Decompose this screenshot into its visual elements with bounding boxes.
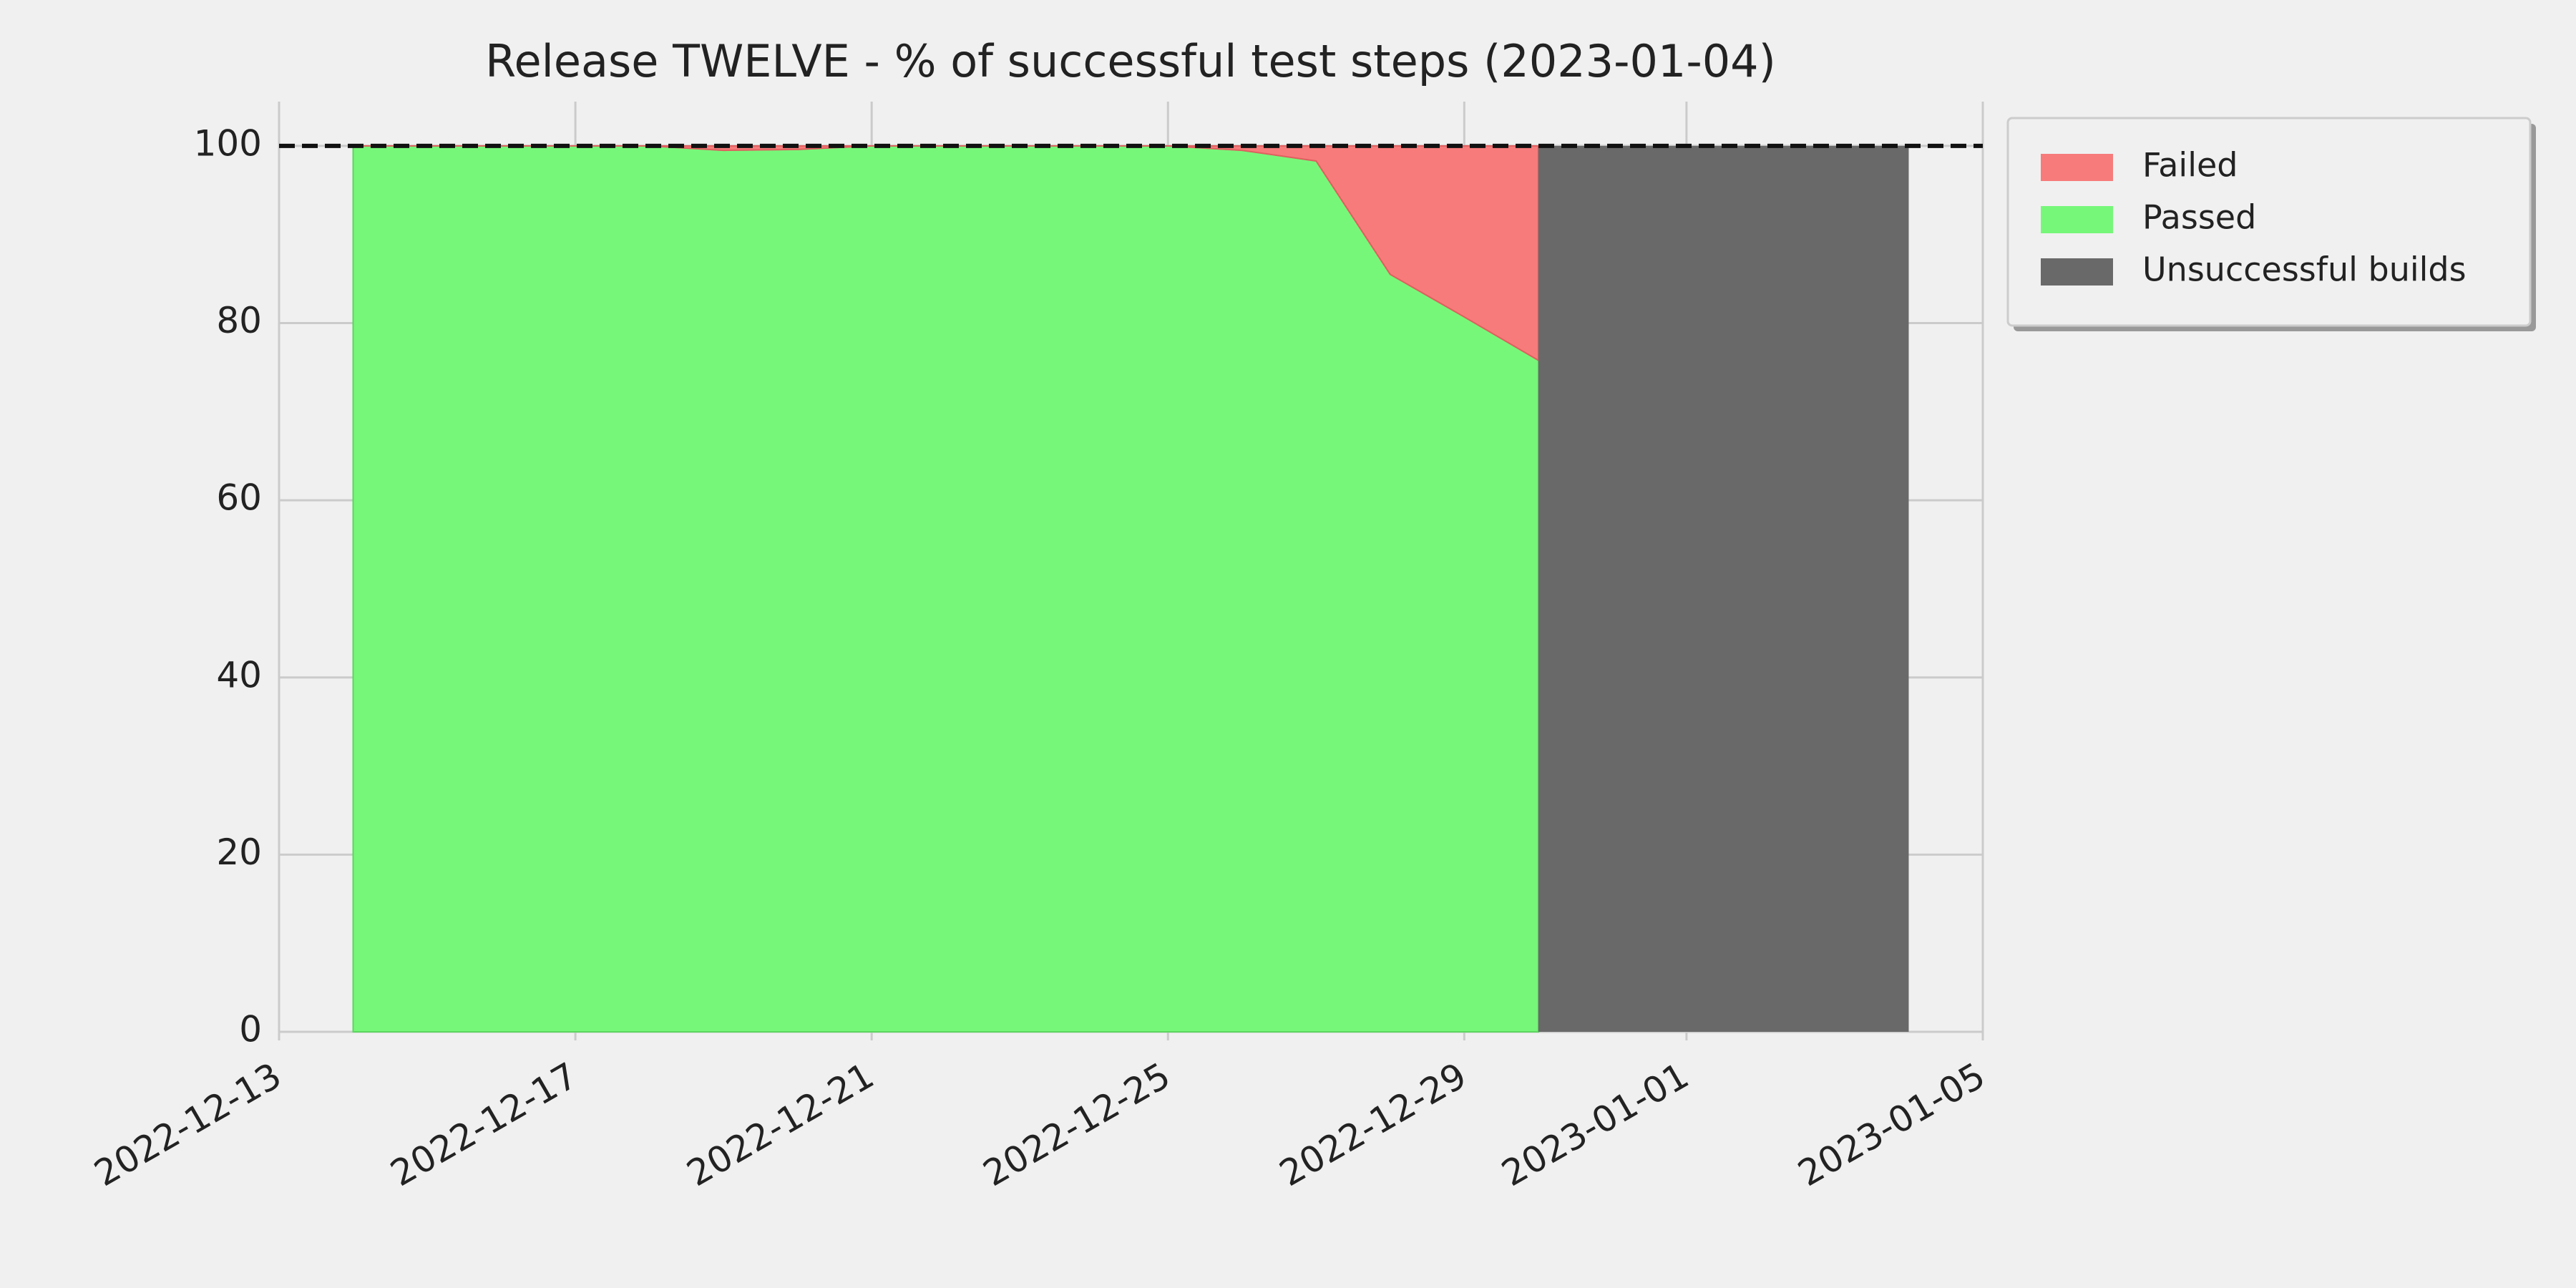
- legend-swatch: [2041, 154, 2113, 181]
- legend-swatch: [2041, 258, 2113, 286]
- y-tick-label: 100: [194, 122, 262, 164]
- legend: Failed Passed Unsuccessful builds: [2006, 117, 2536, 331]
- y-tick-label: 80: [216, 300, 262, 341]
- unsuccessful-area: [1538, 145, 1909, 1032]
- legend-label: Passed: [2142, 198, 2256, 237]
- legend-label: Failed: [2142, 146, 2238, 185]
- y-tick-label: 60: [216, 477, 262, 519]
- legend-swatch: [2041, 206, 2113, 233]
- passed-area: [352, 145, 1539, 1033]
- chart-title: Release TWELVE - % of successful test st…: [485, 35, 1776, 87]
- y-tick-label: 0: [239, 1009, 262, 1050]
- legend-box: [2006, 117, 2532, 327]
- y-tick-label: 40: [216, 654, 262, 696]
- y-tick-label: 20: [216, 831, 262, 873]
- legend-label: Unsuccessful builds: [2142, 250, 2467, 289]
